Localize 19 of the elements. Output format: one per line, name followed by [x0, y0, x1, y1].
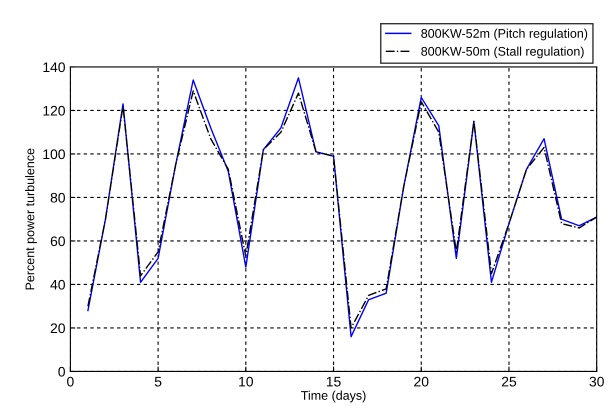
y-tick-label: 20 [50, 323, 65, 334]
x-axis-title: Time (days) [301, 390, 366, 402]
y-tick-label: 80 [50, 192, 65, 203]
y-tick-label: 40 [50, 280, 65, 290]
x-tick-label: 25 [502, 376, 516, 387]
y-tick-label: 60 [50, 236, 65, 246]
legend-label: 800KW-52m (Pitch regulation) [421, 28, 588, 40]
y-axis-title: Percent power turbulence [25, 148, 37, 290]
y-tick-label: 0 [58, 366, 65, 377]
x-tick-label: 10 [239, 376, 253, 387]
legend-label: 800KW-50m (Stall regulation) [421, 46, 584, 58]
x-tick-label: 0 [67, 376, 74, 387]
y-tick-label: 140 [43, 62, 65, 72]
y-tick-label: 120 [43, 106, 65, 116]
x-tick-label: 15 [326, 376, 341, 387]
y-tick-label: 100 [43, 149, 65, 160]
x-tick-label: 5 [154, 376, 162, 387]
x-tick-label: 20 [414, 376, 428, 387]
x-tick-label: 30 [590, 376, 604, 387]
